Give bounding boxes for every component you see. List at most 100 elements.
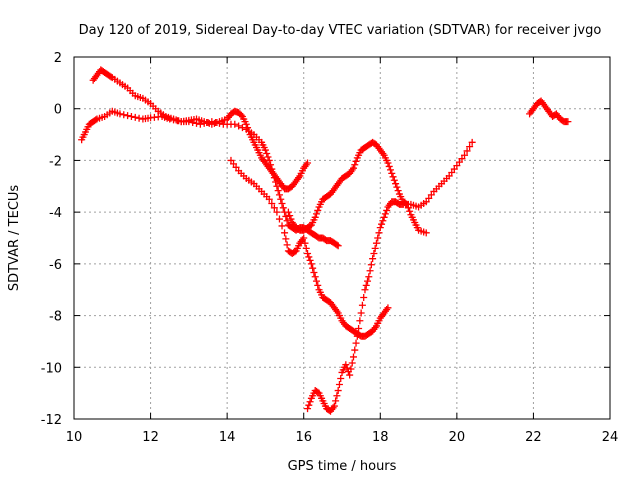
data-point	[356, 317, 364, 325]
data-point	[127, 112, 135, 120]
data-point	[282, 235, 290, 243]
data-point	[352, 157, 360, 165]
data-point	[306, 398, 314, 406]
data-point	[364, 277, 372, 285]
data-point	[272, 178, 280, 186]
data-point	[349, 353, 357, 361]
data-point	[193, 119, 201, 127]
data-point	[388, 169, 396, 177]
data-point	[366, 267, 374, 275]
data-point	[124, 112, 132, 120]
data-point	[389, 173, 397, 181]
data-point	[231, 120, 239, 128]
data-point	[374, 234, 382, 242]
data-point	[265, 156, 273, 164]
data-point	[302, 244, 310, 252]
x-tick-label: 18	[372, 430, 389, 445]
data-point	[92, 116, 100, 124]
data-point	[120, 111, 128, 119]
data-point	[358, 301, 366, 309]
y-tick-label: 2	[54, 51, 62, 66]
data-point	[189, 119, 197, 127]
data-point	[392, 180, 400, 188]
data-point	[346, 371, 354, 379]
data-point	[306, 256, 314, 264]
data-point	[312, 277, 320, 285]
data-point	[275, 215, 283, 223]
data-point	[311, 213, 319, 221]
data-point	[394, 187, 402, 195]
data-point	[309, 264, 317, 272]
data-point	[370, 250, 378, 258]
data-point	[378, 220, 386, 228]
y-tick-label: -6	[49, 258, 62, 273]
data-points	[78, 66, 572, 415]
data-point	[307, 260, 315, 268]
data-point	[351, 346, 359, 354]
data-point	[422, 229, 430, 237]
series-4	[304, 138, 476, 415]
y-axis-label: SDTVAR / TECUs	[7, 185, 22, 292]
y-tick-label: -12	[41, 413, 62, 428]
data-point	[286, 212, 294, 220]
data-point	[406, 207, 414, 215]
data-point	[263, 150, 271, 158]
series-3	[284, 138, 430, 237]
data-point	[381, 210, 389, 218]
data-point	[384, 304, 392, 312]
data-point	[304, 250, 312, 258]
data-point	[468, 138, 476, 146]
data-point	[212, 119, 220, 127]
data-point	[461, 151, 469, 159]
data-point	[204, 119, 212, 127]
data-point	[463, 147, 471, 155]
data-point	[351, 161, 359, 169]
data-point	[334, 242, 342, 250]
data-point	[270, 204, 278, 212]
data-point	[200, 119, 208, 127]
data-point	[304, 159, 312, 167]
y-tick-label: -4	[49, 206, 62, 221]
data-point	[311, 273, 319, 281]
data-point	[283, 217, 291, 225]
data-point	[283, 241, 291, 249]
data-point	[261, 146, 269, 154]
x-tick-label: 22	[525, 430, 542, 445]
data-point	[269, 169, 277, 177]
data-point	[333, 241, 341, 249]
data-point	[116, 110, 124, 118]
data-point	[279, 204, 287, 212]
data-point	[352, 339, 360, 347]
data-point	[301, 239, 309, 247]
y-tick-label: -10	[41, 361, 62, 376]
data-point	[375, 229, 383, 237]
data-point	[360, 293, 368, 301]
data-point	[393, 183, 401, 191]
data-point	[305, 253, 313, 261]
axis-ticks	[73, 56, 611, 420]
data-point	[376, 224, 384, 232]
data-point	[384, 159, 392, 167]
data-point	[305, 401, 313, 409]
x-tick-label: 12	[142, 430, 159, 445]
data-point	[335, 381, 343, 389]
data-point	[369, 255, 377, 263]
data-point	[281, 229, 289, 237]
data-point	[333, 392, 341, 400]
data-point	[365, 273, 373, 281]
x-tick-label: 10	[66, 430, 83, 445]
data-point	[390, 176, 398, 184]
data-point	[275, 191, 283, 199]
data-point	[371, 244, 379, 252]
data-point	[386, 166, 394, 174]
data-point	[273, 208, 281, 216]
data-point	[270, 174, 278, 182]
data-point	[348, 359, 356, 367]
data-point	[362, 281, 370, 289]
data-point	[268, 165, 276, 173]
data-point	[237, 111, 245, 119]
data-point	[361, 286, 369, 294]
data-point	[238, 124, 246, 132]
data-point	[278, 222, 286, 230]
